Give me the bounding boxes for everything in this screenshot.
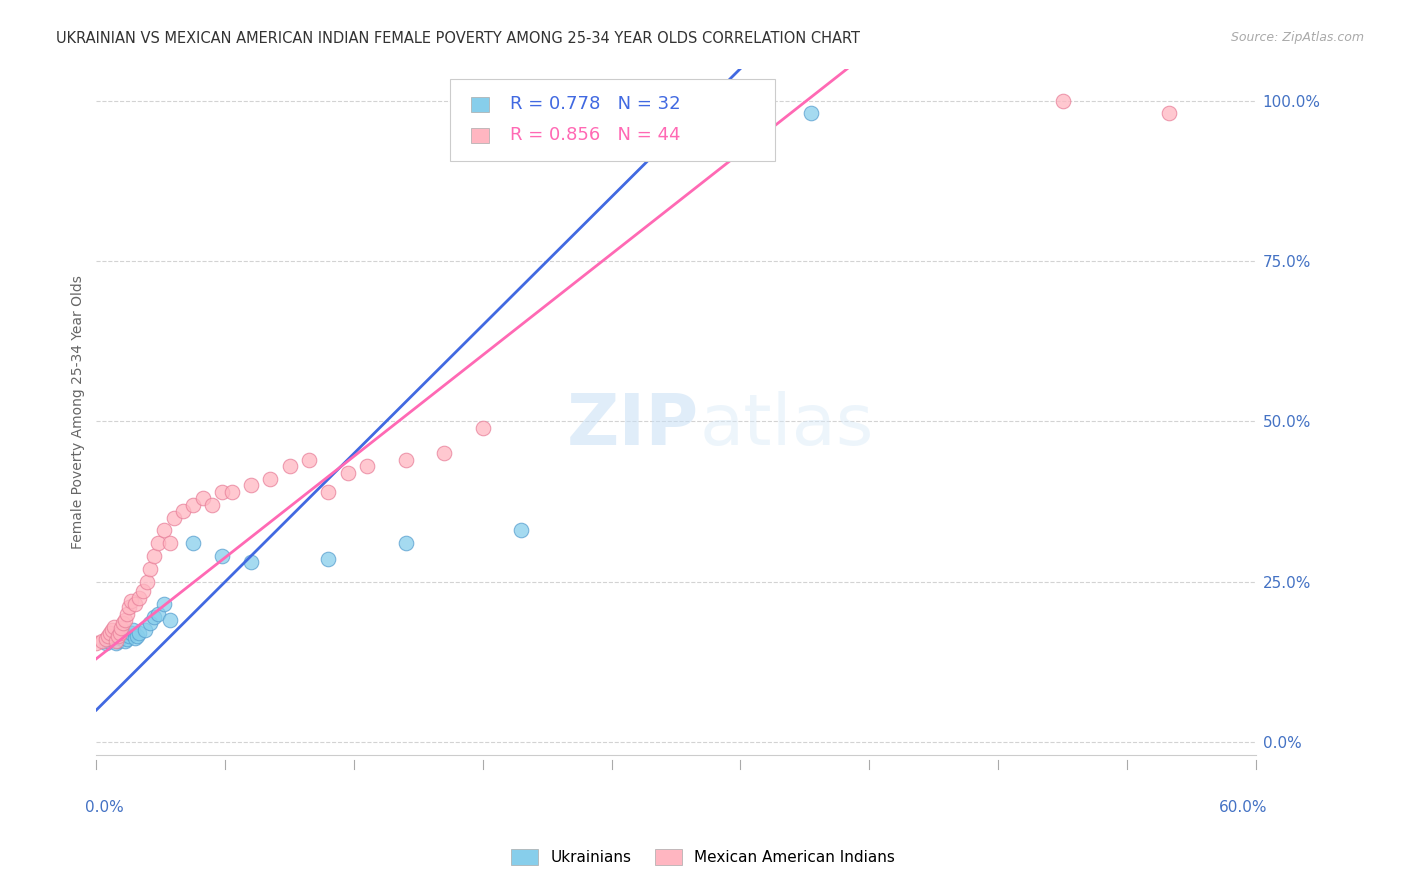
Point [510,524,533,538]
Point [86,635,108,649]
Point [139,562,162,576]
Text: R = 0.856   N = 44: R = 0.856 N = 44 [510,126,681,145]
Point [471,421,494,435]
Point [159,536,181,550]
Point [101,623,124,637]
Point [107,633,129,648]
Point [128,626,150,640]
Text: 60.0%: 60.0% [1219,799,1267,814]
Point [112,626,135,640]
FancyBboxPatch shape [450,78,775,161]
Text: ZIP: ZIP [567,391,699,460]
Point [316,484,339,499]
Point [135,574,157,589]
Point [159,613,181,627]
Point [143,549,166,563]
Point [94,635,117,649]
Point [112,616,135,631]
Point [122,623,145,637]
Point [143,610,166,624]
Point [107,629,129,643]
Point [124,631,146,645]
Point [118,600,141,615]
Point [1157,106,1180,120]
Point [124,597,146,611]
Point [298,453,321,467]
Point [163,510,186,524]
Text: 0.0%: 0.0% [84,799,124,814]
Point [239,556,262,570]
Point [114,613,136,627]
Point [104,635,127,649]
Point [98,632,121,647]
Point [221,484,243,499]
FancyBboxPatch shape [471,96,489,112]
Point [394,536,416,550]
Point [117,607,139,621]
Point [139,616,162,631]
Point [103,629,125,643]
Y-axis label: Female Poverty Among 25-34 Year Olds: Female Poverty Among 25-34 Year Olds [72,275,86,549]
Point [97,629,120,643]
Point [356,459,378,474]
Point [211,484,233,499]
Point [153,524,176,538]
Point [316,552,339,566]
Point [97,633,120,648]
Point [128,591,150,605]
Point [800,106,823,120]
Point [125,629,148,643]
Point [134,623,156,637]
Legend: Ukrainians, Mexican American Indians: Ukrainians, Mexican American Indians [505,843,901,871]
Point [118,629,141,643]
Point [394,453,416,467]
Point [120,594,142,608]
Point [94,632,117,647]
Point [148,536,170,550]
Text: atlas: atlas [699,391,873,460]
Point [278,459,301,474]
Point [336,466,359,480]
Point [148,607,170,621]
Point [191,491,214,506]
Point [132,584,155,599]
Text: R = 0.778   N = 32: R = 0.778 N = 32 [510,95,681,113]
Point [723,106,745,120]
FancyBboxPatch shape [471,128,489,143]
Point [120,626,142,640]
Point [108,631,131,645]
Point [172,504,194,518]
Point [98,626,121,640]
Point [110,628,132,642]
Point [103,619,125,633]
Point [181,536,204,550]
Point [117,632,139,647]
Point [114,633,136,648]
Text: Source: ZipAtlas.com: Source: ZipAtlas.com [1230,31,1364,45]
Text: UKRAINIAN VS MEXICAN AMERICAN INDIAN FEMALE POVERTY AMONG 25-34 YEAR OLDS CORREL: UKRAINIAN VS MEXICAN AMERICAN INDIAN FEM… [56,31,860,46]
Point [153,597,176,611]
Point [104,633,127,648]
Point [108,626,131,640]
Point [1052,94,1074,108]
Point [433,446,456,460]
Point [101,631,124,645]
Point [259,472,281,486]
Point [211,549,233,563]
Point [110,621,132,635]
Point [239,478,262,492]
Point [181,498,204,512]
Point [91,633,114,648]
Point [201,498,224,512]
